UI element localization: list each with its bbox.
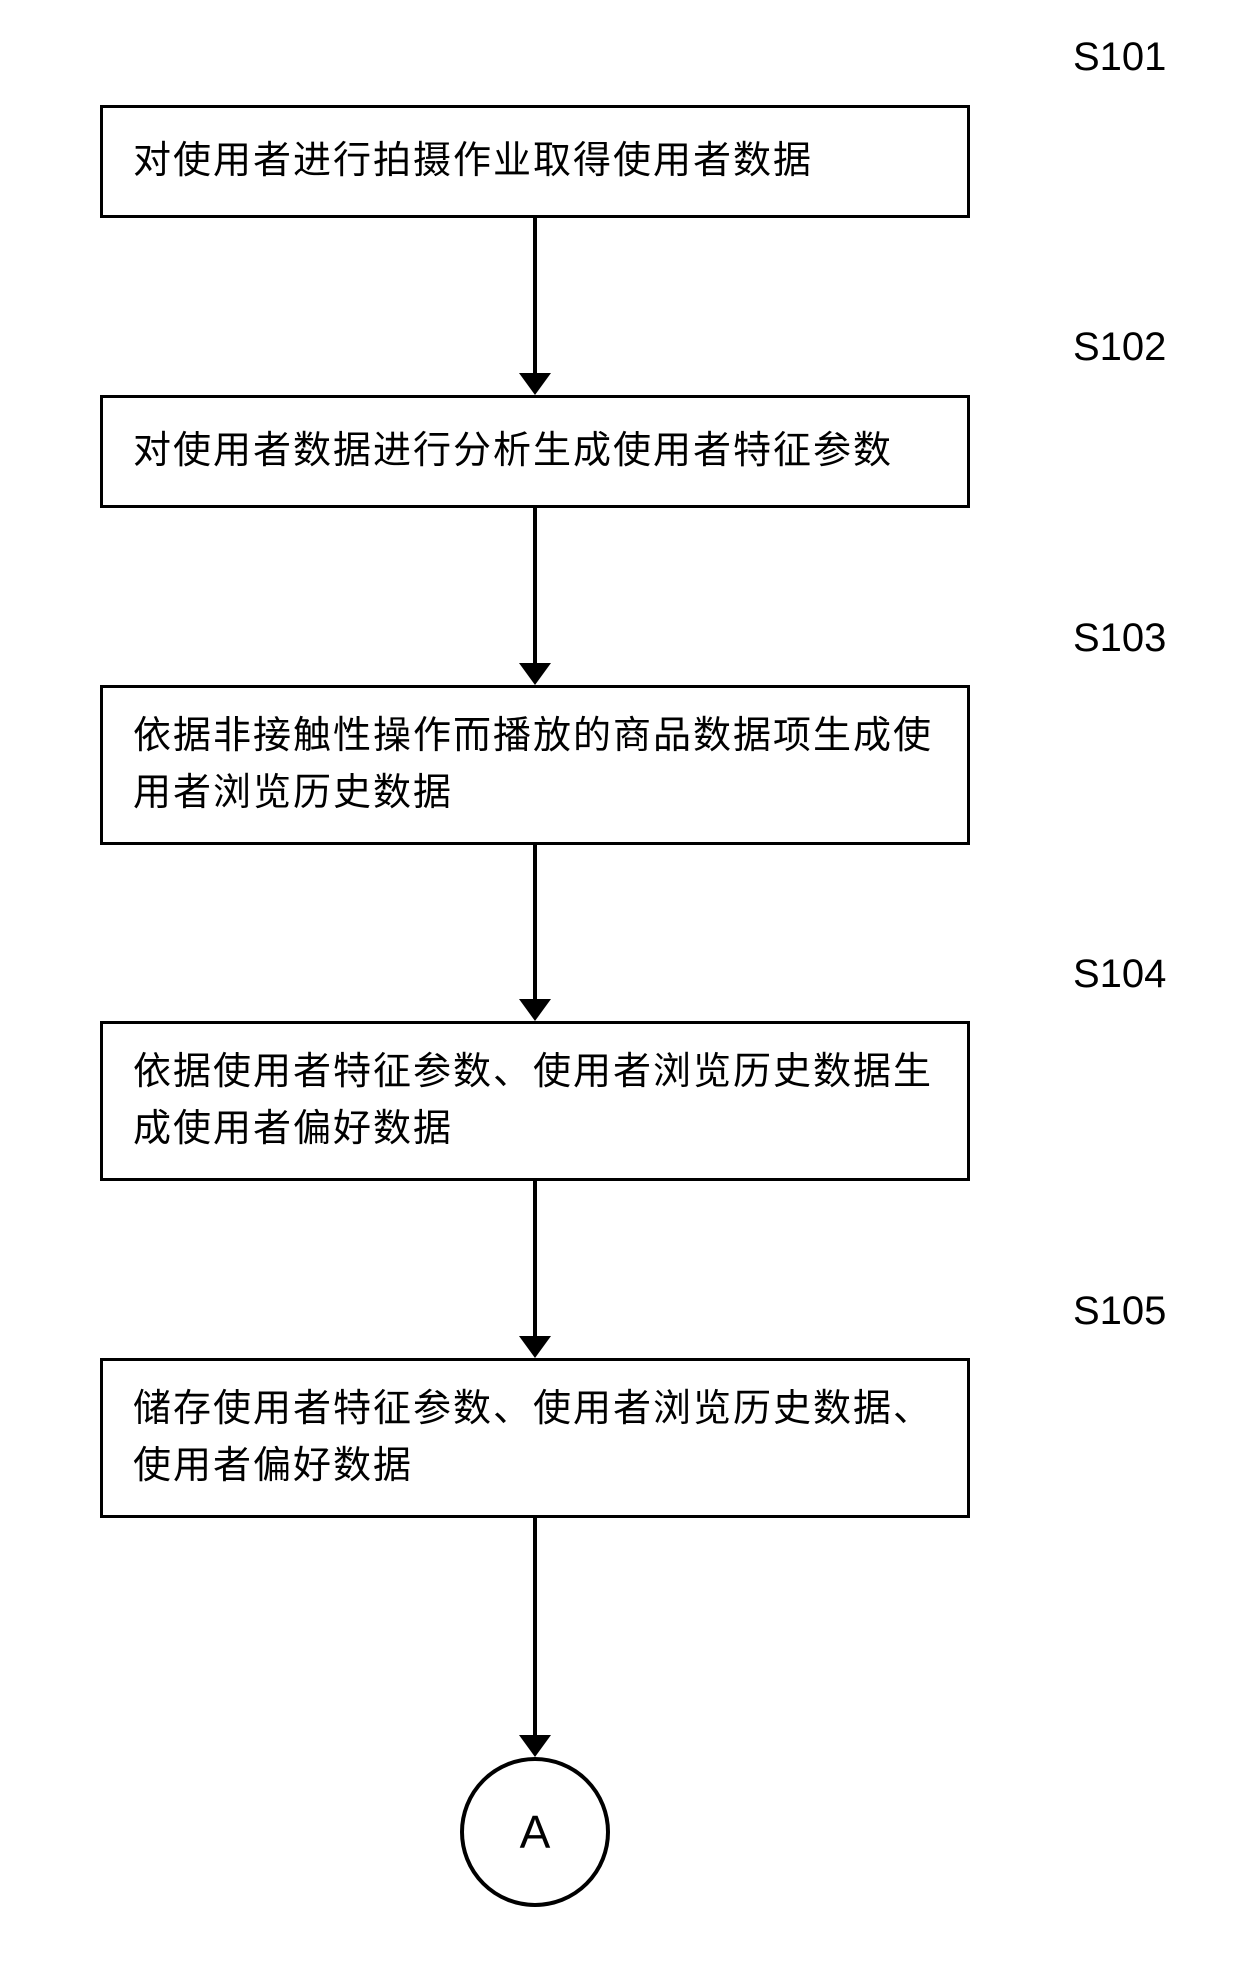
process-text-s102: 对使用者数据进行分析生成使用者特征参数 [133, 423, 893, 480]
step-label-s101: S101 [1073, 35, 1166, 80]
process-box-s103: 依据非接触性操作而播放的商品数据项生成使用者浏览历史数据 [100, 685, 970, 845]
process-box-s101: 对使用者进行拍摄作业取得使用者数据 [100, 105, 970, 218]
connector-text-a: A [520, 1805, 551, 1859]
arrow-line-1 [533, 218, 537, 373]
arrow-head-1 [519, 373, 551, 395]
flowchart-container: S101 对使用者进行拍摄作业取得使用者数据 S102 对使用者数据进行分析生成… [0, 0, 1240, 1973]
arrow-head-3 [519, 999, 551, 1021]
process-text-s105: 储存使用者特征参数、使用者浏览历史数据、使用者偏好数据 [133, 1381, 937, 1495]
process-box-s102: 对使用者数据进行分析生成使用者特征参数 [100, 395, 970, 508]
arrow-head-2 [519, 663, 551, 685]
process-text-s101: 对使用者进行拍摄作业取得使用者数据 [133, 133, 813, 190]
arrow-line-4 [533, 1181, 537, 1336]
step-label-s104: S104 [1073, 952, 1166, 997]
arrow-head-5 [519, 1735, 551, 1757]
process-text-s103: 依据非接触性操作而播放的商品数据项生成使用者浏览历史数据 [133, 708, 937, 822]
arrow-line-5 [533, 1518, 537, 1735]
process-box-s105: 储存使用者特征参数、使用者浏览历史数据、使用者偏好数据 [100, 1358, 970, 1518]
arrow-line-3 [533, 845, 537, 999]
process-box-s104: 依据使用者特征参数、使用者浏览历史数据生成使用者偏好数据 [100, 1021, 970, 1181]
step-label-s105: S105 [1073, 1289, 1166, 1334]
arrow-line-2 [533, 508, 537, 663]
step-label-s102: S102 [1073, 325, 1166, 370]
process-text-s104: 依据使用者特征参数、使用者浏览历史数据生成使用者偏好数据 [133, 1044, 937, 1158]
connector-circle-a: A [460, 1757, 610, 1907]
step-label-s103: S103 [1073, 616, 1166, 661]
arrow-head-4 [519, 1336, 551, 1358]
